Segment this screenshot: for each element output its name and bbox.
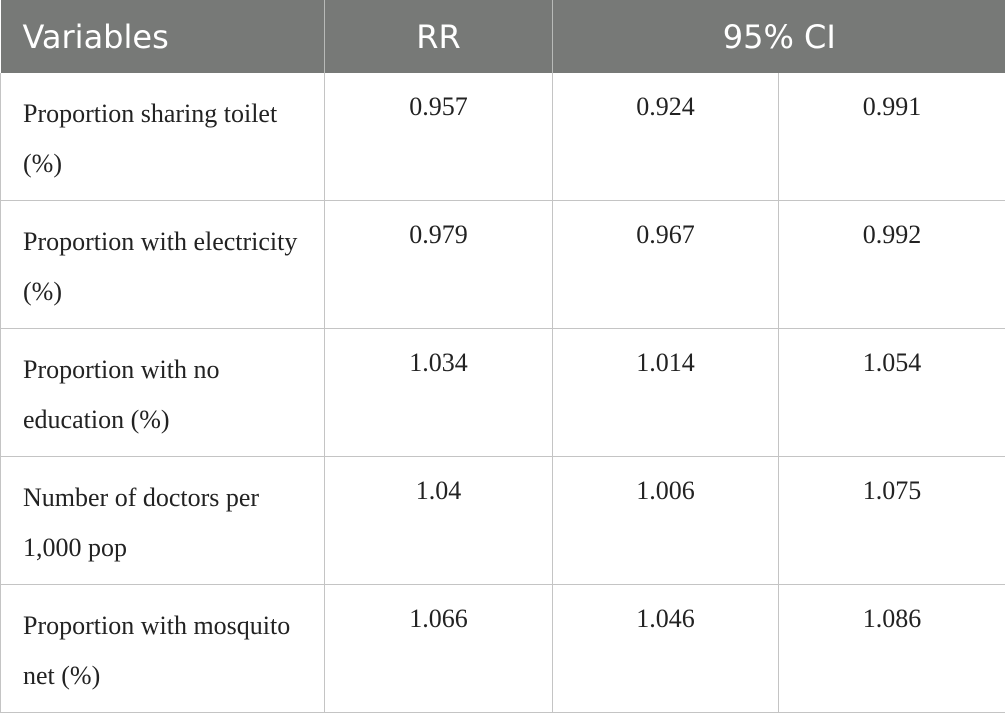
variable-cell: Proportion with mosquito net (%) xyxy=(1,585,325,713)
ci-high-cell: 0.992 xyxy=(779,201,1005,329)
variable-cell: Proportion sharing toilet (%) xyxy=(1,73,325,201)
table-row: Proportion with electricity (%) 0.979 0.… xyxy=(1,201,1005,329)
table-row: Proportion sharing toilet (%) 0.957 0.92… xyxy=(1,73,1005,201)
variable-cell: Proportion with no education (%) xyxy=(1,329,325,457)
table-row: Proportion with mosquito net (%) 1.066 1… xyxy=(1,585,1005,713)
ci-high-cell: 0.991 xyxy=(779,73,1005,201)
ci-low-cell: 1.046 xyxy=(553,585,779,713)
ci-low-cell: 0.967 xyxy=(553,201,779,329)
variable-cell: Number of doctors per 1,000 pop xyxy=(1,457,325,585)
ci-low-cell: 0.924 xyxy=(553,73,779,201)
rr-cell: 1.066 xyxy=(325,585,553,713)
ci-high-cell: 1.086 xyxy=(779,585,1005,713)
rr-cell: 1.034 xyxy=(325,329,553,457)
header-rr: RR xyxy=(325,0,553,73)
ci-high-cell: 1.075 xyxy=(779,457,1005,585)
ci-low-cell: 1.006 xyxy=(553,457,779,585)
rr-cell: 0.979 xyxy=(325,201,553,329)
rr-cell: 0.957 xyxy=(325,73,553,201)
header-variables: Variables xyxy=(1,0,325,73)
ci-low-cell: 1.014 xyxy=(553,329,779,457)
header-row: Variables RR 95% CI xyxy=(1,0,1005,73)
header-ci: 95% CI xyxy=(553,0,1005,73)
variable-cell: Proportion with electricity (%) xyxy=(1,201,325,329)
table-row: Number of doctors per 1,000 pop 1.04 1.0… xyxy=(1,457,1005,585)
rr-cell: 1.04 xyxy=(325,457,553,585)
ci-high-cell: 1.054 xyxy=(779,329,1005,457)
table-row: Proportion with no education (%) 1.034 1… xyxy=(1,329,1005,457)
